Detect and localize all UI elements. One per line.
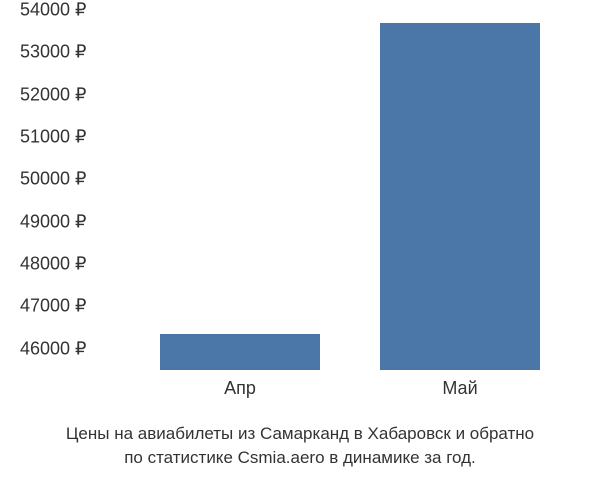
caption-line-2: по статистике Csmia.aero в динамике за г… [0, 446, 600, 470]
y-axis: 46000 ₽ 47000 ₽ 48000 ₽ 49000 ₽ 50000 ₽ 51000… [20, 10, 120, 370]
y-tick-54000: 54000 ₽ [20, 0, 120, 21]
y-tick-46000: 46000 ₽ [20, 338, 120, 359]
bar-Май [380, 23, 540, 370]
x-label-Апр: Апр [160, 378, 320, 399]
y-tick-51000: 51000 ₽ [20, 127, 120, 148]
price-chart: 46000 ₽ 47000 ₽ 48000 ₽ 49000 ₽ 50000 ₽ 51000… [20, 10, 580, 390]
y-tick-53000: 53000 ₽ [20, 42, 120, 63]
x-label-Май: Май [380, 378, 540, 399]
y-tick-49000: 49000 ₽ [20, 211, 120, 232]
y-tick-48000: 48000 ₽ [20, 254, 120, 275]
bar-Апр [160, 334, 320, 370]
y-tick-52000: 52000 ₽ [20, 84, 120, 105]
chart-caption: Цены на авиабилеты из Самарканд в Хабаро… [0, 422, 600, 470]
y-tick-47000: 47000 ₽ [20, 296, 120, 317]
caption-line-1: Цены на авиабилеты из Самарканд в Хабаро… [0, 422, 600, 446]
plot-area [140, 10, 580, 370]
y-tick-50000: 50000 ₽ [20, 169, 120, 190]
